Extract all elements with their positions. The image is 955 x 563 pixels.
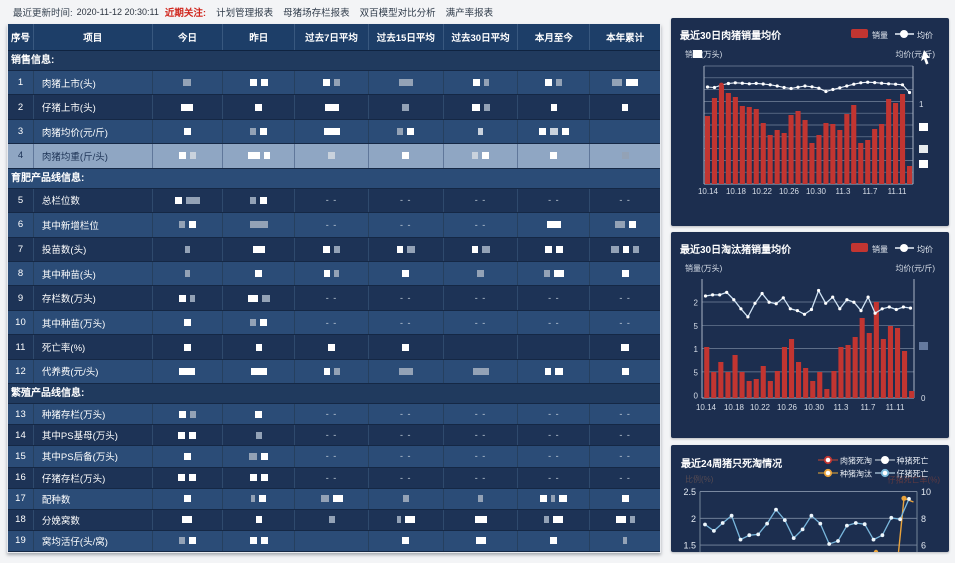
svg-text:均价: 均价 [917,30,933,40]
svg-text:11.3: 11.3 [836,187,852,196]
svg-text:10.30: 10.30 [804,403,825,412]
svg-text:仔猪死亡: 仔猪死亡 [897,469,929,479]
svg-text:销量(万头): 销量(万头) [685,263,723,273]
svg-text:10.14: 10.14 [698,187,719,196]
svg-text:10.18: 10.18 [726,187,747,196]
svg-text:11.3: 11.3 [834,403,850,412]
svg-text:11.11: 11.11 [886,403,905,412]
svg-text:1.5: 1.5 [683,541,696,551]
svg-text:销量: 销量 [872,244,888,254]
svg-text:10: 10 [921,487,931,497]
svg-text:2: 2 [694,299,699,308]
svg-text:8: 8 [921,514,926,524]
svg-text:10.26: 10.26 [779,187,800,196]
svg-text:10.22: 10.22 [752,187,773,196]
svg-text:10.26: 10.26 [777,403,798,412]
svg-text:11.11: 11.11 [888,187,907,196]
svg-text:10.30: 10.30 [806,187,827,196]
svg-text:0: 0 [921,394,926,403]
svg-text:2: 2 [691,514,696,524]
svg-text:最近30日肉猪销量均价: 最近30日肉猪销量均价 [680,29,782,42]
svg-text:5: 5 [694,368,699,377]
svg-text:销量(万头): 销量(万头) [685,49,723,59]
svg-text:比例(%): 比例(%) [685,474,714,484]
svg-text:2.5: 2.5 [683,487,696,497]
svg-text:11.7: 11.7 [863,187,879,196]
svg-text:10.18: 10.18 [724,403,745,412]
svg-text:10.14: 10.14 [696,403,717,412]
svg-text:6: 6 [921,541,926,551]
svg-text:0: 0 [694,392,699,401]
svg-text:种猪淘汰: 种猪淘汰 [840,469,872,479]
svg-text:种猪死亡: 种猪死亡 [897,456,929,466]
svg-text:最近30日淘汰猪销量均价: 最近30日淘汰猪销量均价 [680,243,792,256]
svg-text:5: 5 [694,322,699,331]
svg-text:均价(元/斤): 均价(元/斤) [895,49,935,59]
svg-text:均价: 均价 [917,244,933,254]
svg-text:11.7: 11.7 [861,403,877,412]
svg-text:均价(元/斤): 均价(元/斤) [895,263,935,273]
svg-text:10.22: 10.22 [750,403,771,412]
svg-text:销量: 销量 [872,30,888,40]
svg-text:1: 1 [919,100,924,109]
svg-text:1: 1 [694,345,699,354]
svg-text:最近24周猪只死淘情况: 最近24周猪只死淘情况 [681,457,782,470]
svg-text:肉猪死淘: 肉猪死淘 [840,456,872,466]
svg-text:仔猪死亡率(%): 仔猪死亡率(%) [888,475,941,485]
